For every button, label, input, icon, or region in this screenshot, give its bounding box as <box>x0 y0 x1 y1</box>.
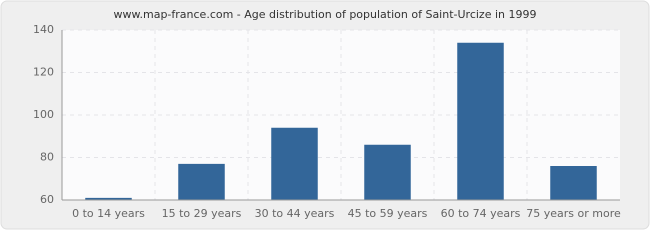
x-tick-label: 15 to 29 years <box>162 207 242 220</box>
y-tick-label: 60 <box>40 193 54 206</box>
x-tick-label: 45 to 59 years <box>348 207 428 220</box>
page: {"chart_data": {"type": "bar", "title": … <box>0 0 650 230</box>
x-tick-label: 30 to 44 years <box>255 207 335 220</box>
x-tick-label: 0 to 14 years <box>72 207 145 220</box>
bar <box>550 166 597 200</box>
bar <box>85 197 132 200</box>
y-tick-label: 80 <box>40 151 54 164</box>
x-tick-label: 60 to 74 years <box>441 207 521 220</box>
y-tick-label: 140 <box>33 23 54 36</box>
bar <box>271 127 318 200</box>
x-tick-label: 75 years or more <box>526 207 621 220</box>
bar <box>457 42 504 200</box>
chart-title: www.map-france.com - Age distribution of… <box>114 8 537 21</box>
bar <box>364 144 411 200</box>
y-tick-label: 100 <box>33 108 54 121</box>
chart: www.map-france.com - Age distribution of… <box>0 0 650 230</box>
y-tick-label: 120 <box>33 66 54 79</box>
bar <box>178 163 225 200</box>
